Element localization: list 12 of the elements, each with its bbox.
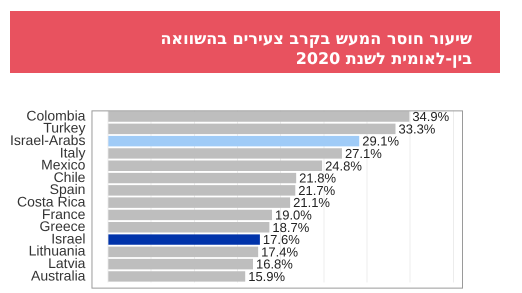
data-label: 21.1% [293,195,330,210]
bar [108,148,342,159]
data-label: 29.1% [362,134,400,149]
bar [108,234,260,245]
data-label: 16.8% [256,256,294,272]
y-tick-label: Italy [60,144,86,160]
bar [108,136,360,146]
bar [108,160,322,171]
data-label: 15.9% [248,269,286,284]
bar [108,222,270,232]
bar [108,246,258,258]
chart-title: שיעור חוסר המעש בקרב צעירים בהשוואה בין-לאומית לשנת 2020 [10,11,500,73]
